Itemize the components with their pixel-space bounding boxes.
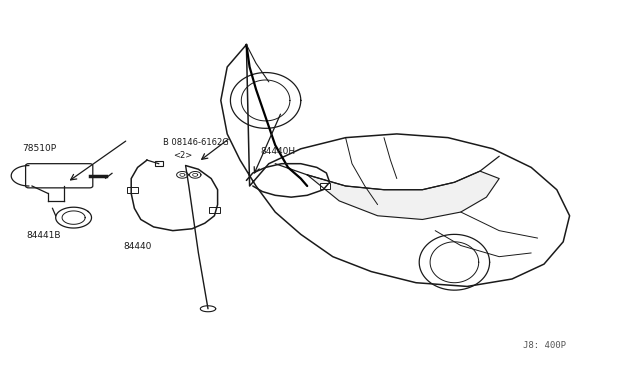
Text: J8: 400P: J8: 400P — [524, 341, 566, 350]
Text: 84441B: 84441B — [26, 231, 61, 240]
Text: <2>: <2> — [173, 151, 192, 160]
Text: 78510P: 78510P — [22, 144, 57, 153]
Bar — [155, 161, 163, 166]
Polygon shape — [307, 171, 499, 219]
FancyBboxPatch shape — [26, 164, 93, 188]
Bar — [209, 207, 220, 213]
Text: 84440H: 84440H — [261, 147, 296, 156]
Text: 84440: 84440 — [124, 242, 152, 251]
Text: B 08146-6162G: B 08146-6162G — [163, 138, 229, 147]
Bar — [320, 183, 330, 189]
Bar — [127, 187, 138, 193]
